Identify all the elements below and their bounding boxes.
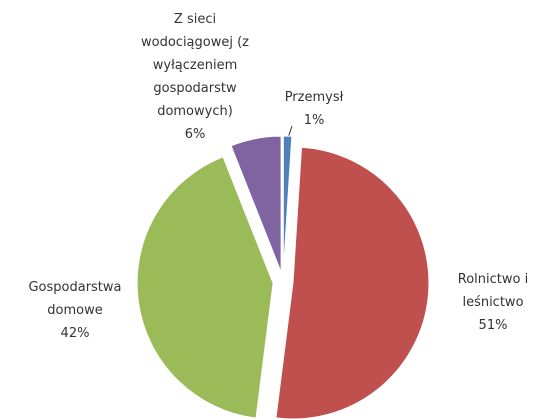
category-label: Gospodarstwa domowe: [28, 280, 122, 318]
value-label: 1%: [303, 113, 325, 128]
slice-label: Przemysł 1%: [279, 86, 349, 132]
category-label: Rolnictwo i leśnictwo: [457, 272, 529, 310]
pie-slice: [275, 146, 430, 419]
pie-slice: [230, 135, 282, 273]
value-label: 42%: [60, 326, 90, 341]
pie-slice: [136, 156, 274, 419]
slice-label: Z sieci wodociągowej (z wyłączeniem gosp…: [135, 8, 255, 146]
pie-slice: [282, 135, 293, 273]
value-label: 6%: [184, 127, 206, 142]
category-label: Przemysł: [284, 90, 344, 105]
value-label: 51%: [478, 318, 508, 333]
category-label: Z sieci wodociągowej (z wyłączeniem gosp…: [141, 12, 249, 119]
slice-label: Gospodarstwa domowe 42%: [20, 276, 130, 345]
slice-label: Rolnictwo i leśnictwo 51%: [443, 268, 537, 337]
